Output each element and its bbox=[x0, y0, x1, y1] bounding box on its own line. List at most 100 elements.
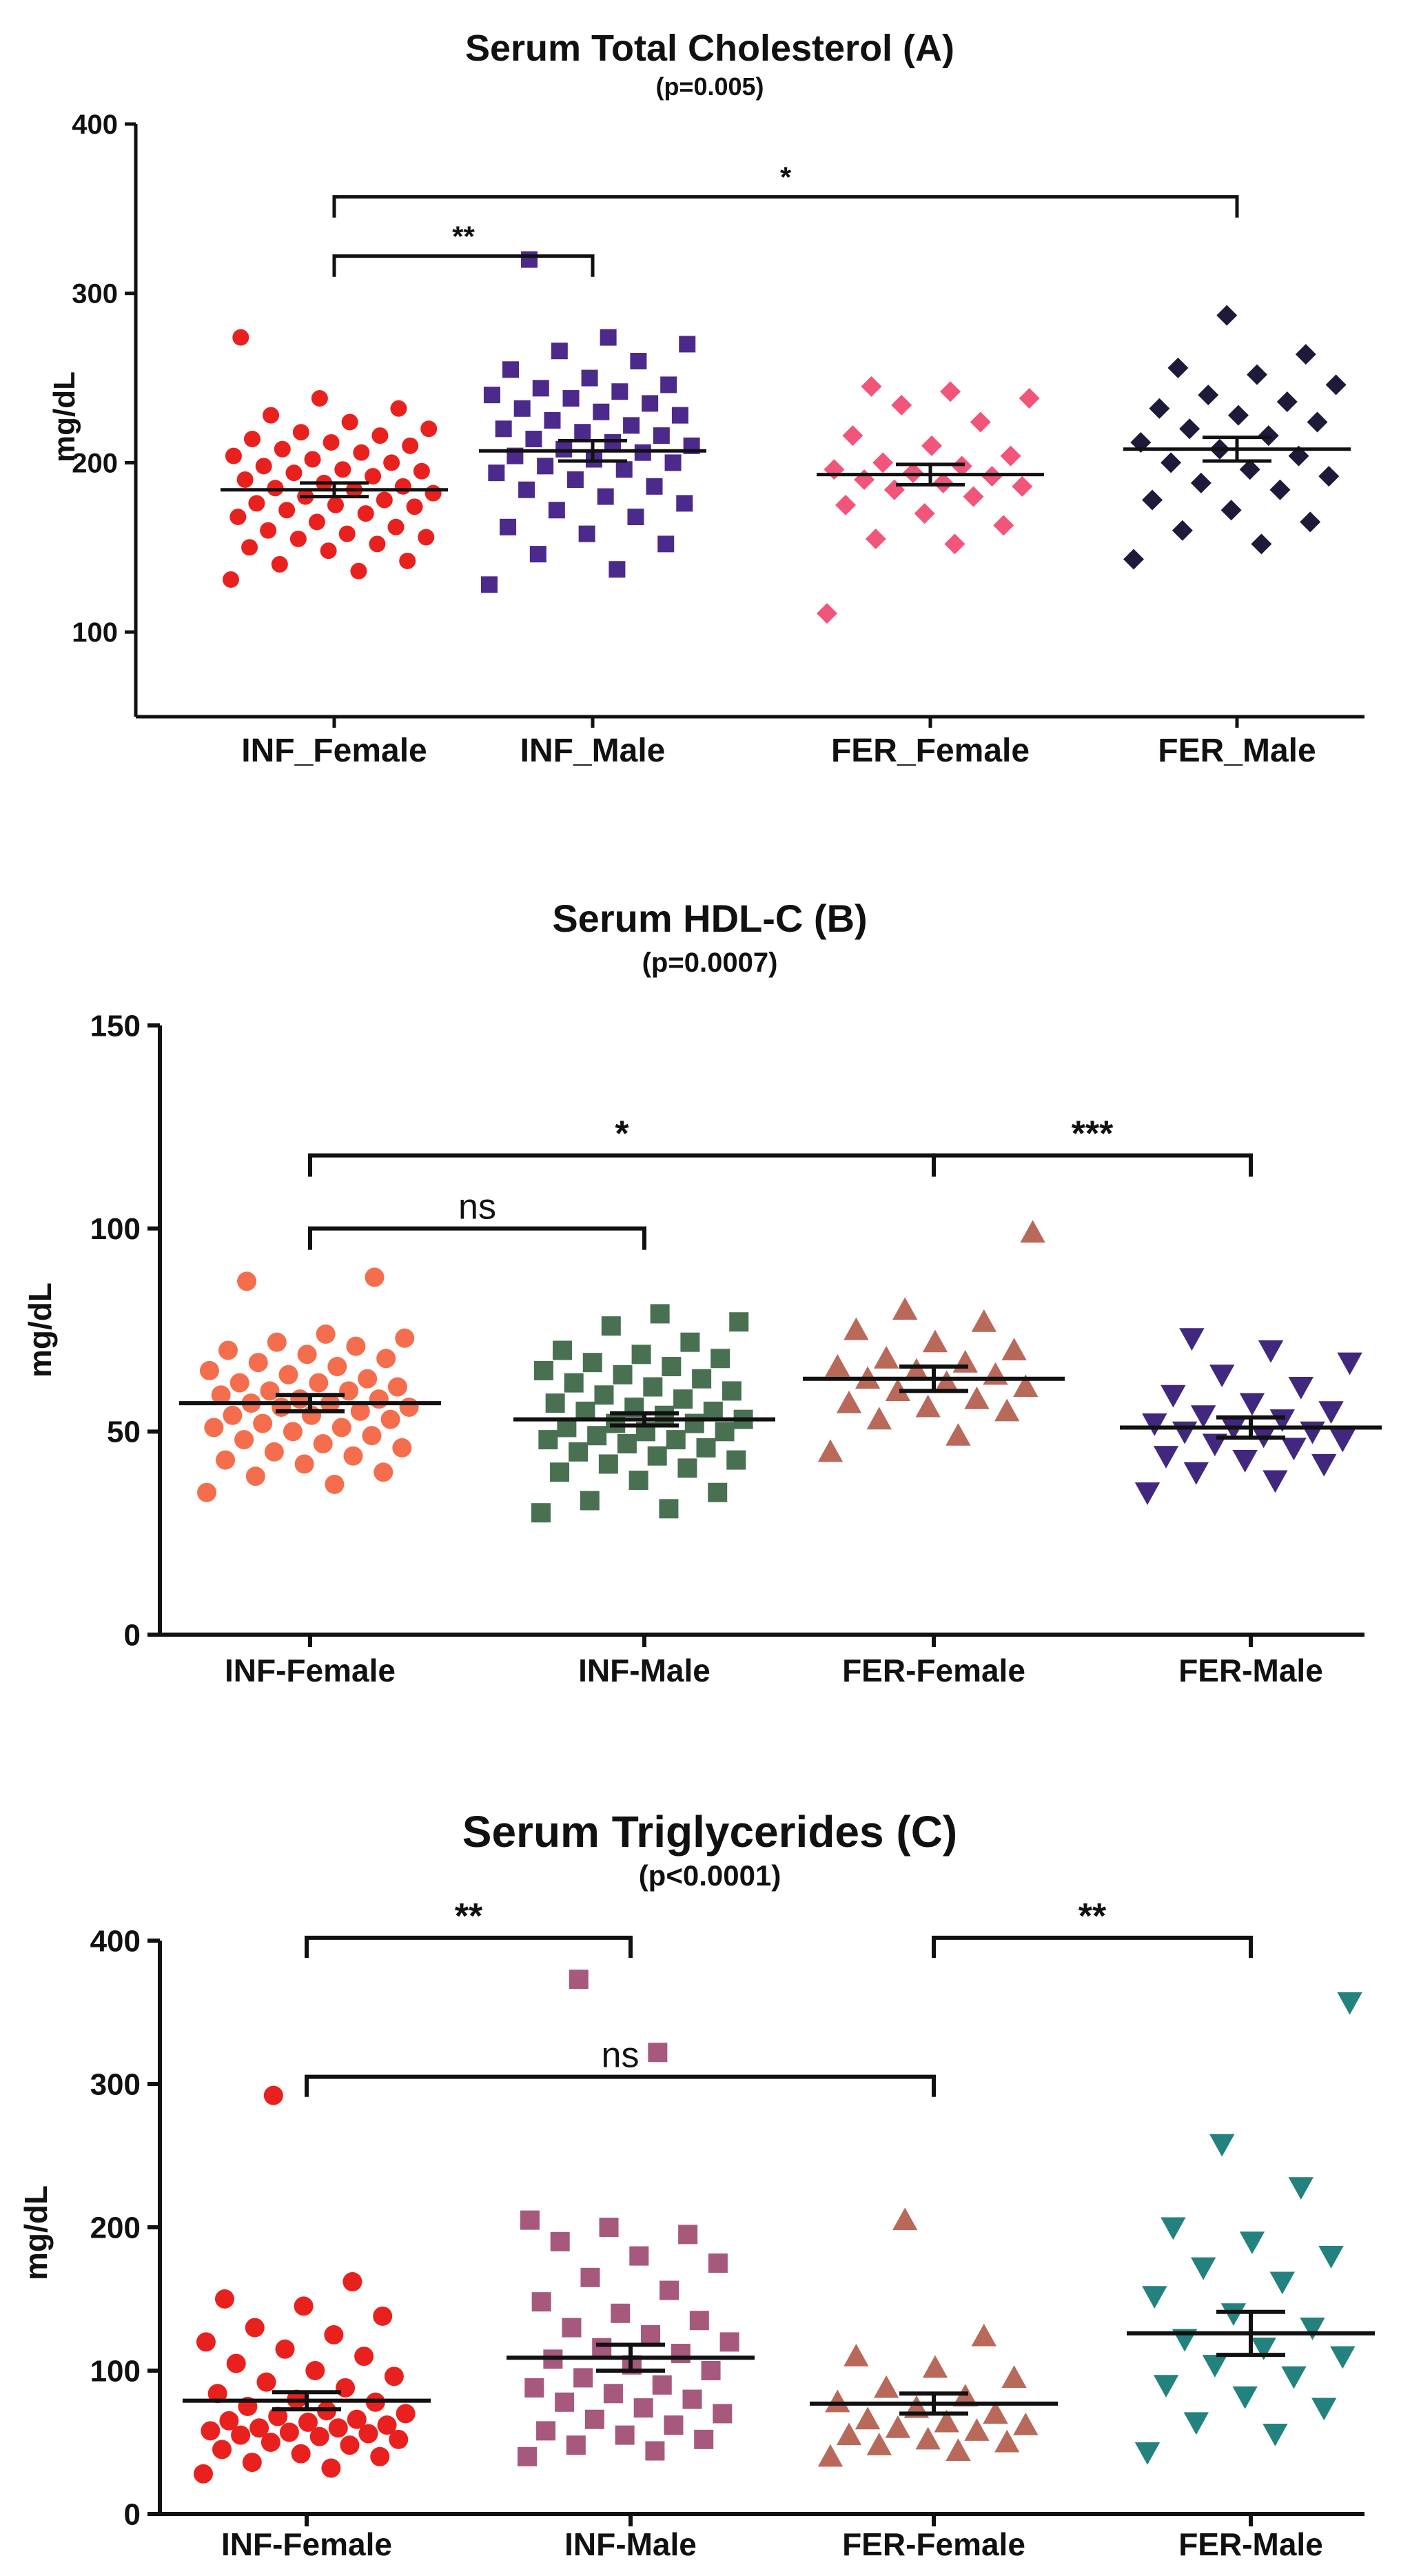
data-point bbox=[1227, 405, 1249, 426]
data-point bbox=[313, 1434, 333, 1454]
data-point bbox=[229, 509, 247, 526]
data-point bbox=[488, 464, 505, 482]
data-point bbox=[551, 343, 568, 360]
data-point bbox=[1179, 418, 1200, 440]
data-point bbox=[384, 2367, 404, 2386]
data-point bbox=[1239, 459, 1260, 480]
data-point bbox=[274, 440, 291, 458]
data-point bbox=[1220, 2303, 1247, 2326]
data-point bbox=[272, 1397, 292, 1417]
data-point bbox=[883, 479, 905, 500]
data-point bbox=[963, 486, 984, 507]
y-tick-label: 400 bbox=[72, 110, 118, 140]
data-point bbox=[726, 1450, 746, 1470]
data-point bbox=[562, 2318, 582, 2338]
data-point bbox=[650, 1304, 670, 1324]
data-point bbox=[1123, 549, 1144, 570]
data-point bbox=[358, 1369, 378, 1389]
data-point bbox=[1281, 2366, 1307, 2389]
data-point bbox=[279, 2422, 299, 2442]
data-point bbox=[520, 2210, 540, 2230]
data-point bbox=[376, 491, 393, 509]
data-point bbox=[231, 2425, 251, 2445]
data-point bbox=[289, 531, 307, 547]
data-point bbox=[256, 2372, 276, 2392]
data-point bbox=[214, 2289, 234, 2309]
data-point bbox=[292, 424, 309, 441]
data-point bbox=[1209, 1364, 1235, 1388]
series-inf-female bbox=[183, 2085, 431, 2484]
data-point bbox=[689, 2311, 709, 2331]
data-point bbox=[1209, 2134, 1235, 2157]
data-point bbox=[194, 2464, 213, 2484]
data-point bbox=[365, 1267, 385, 1287]
data-point bbox=[285, 464, 303, 482]
data-point bbox=[513, 400, 531, 417]
data-point bbox=[611, 383, 628, 400]
chart-panel-c: Serum Triglycerides (C)(p<0.0001) 0 100 200… bbox=[18, 1807, 1375, 2562]
data-point bbox=[1288, 1376, 1313, 1400]
data-point bbox=[854, 469, 875, 490]
data-point bbox=[500, 518, 517, 535]
data-point bbox=[580, 2267, 600, 2287]
chart-panel-b: Serum HDL-C (B) (p=0.0007) 0 50 100 150 mg/dL I… bbox=[22, 897, 1382, 1688]
y-tick-label: 400 bbox=[90, 1924, 141, 1958]
data-point bbox=[387, 518, 405, 535]
data-point bbox=[1232, 1450, 1258, 1473]
data-point bbox=[290, 1389, 310, 1409]
x-category-label: INF-Female bbox=[221, 2526, 392, 2562]
x-category-label: FER-Male bbox=[1178, 2526, 1323, 2562]
data-point bbox=[1190, 472, 1212, 493]
x-category-label: INF-Male bbox=[564, 2526, 697, 2562]
data-point bbox=[594, 1385, 614, 1405]
data-point bbox=[994, 1398, 1020, 1422]
significance-label: ** bbox=[455, 1897, 483, 1936]
data-point bbox=[671, 2344, 691, 2364]
series-fer-male bbox=[1127, 1992, 1375, 2465]
data-point bbox=[339, 1381, 359, 1401]
data-point bbox=[569, 1442, 589, 1462]
data-point bbox=[392, 1438, 412, 1458]
data-point bbox=[1262, 2423, 1288, 2446]
data-point bbox=[533, 1360, 553, 1380]
data-point bbox=[1300, 511, 1321, 533]
y-axis-label: mg/dL bbox=[18, 2185, 54, 2280]
data-point bbox=[885, 2415, 911, 2438]
data-point bbox=[872, 452, 894, 473]
data-point bbox=[1013, 1374, 1039, 1398]
data-point bbox=[1161, 452, 1182, 473]
data-point bbox=[334, 461, 351, 478]
y-tick-label: 100 bbox=[90, 1212, 141, 1246]
data-point bbox=[617, 1434, 637, 1454]
data-point bbox=[1281, 1438, 1307, 1461]
data-point bbox=[664, 454, 682, 471]
data-point bbox=[531, 2292, 551, 2312]
x-category-label: FER-Male bbox=[1178, 1653, 1323, 1688]
data-point bbox=[1295, 344, 1316, 365]
data-point bbox=[580, 1491, 600, 1511]
x-category-label: INF-Female bbox=[225, 1653, 396, 1688]
significance-bracket bbox=[305, 2074, 936, 2097]
data-point bbox=[1318, 2246, 1344, 2269]
data-point bbox=[555, 2392, 575, 2412]
data-point bbox=[1183, 2412, 1209, 2435]
data-point bbox=[406, 498, 423, 515]
data-point bbox=[218, 1340, 238, 1360]
data-point bbox=[532, 380, 549, 397]
data-point bbox=[248, 495, 265, 512]
data-point bbox=[316, 1324, 336, 1344]
data-point bbox=[582, 1353, 602, 1373]
data-point bbox=[817, 1439, 844, 1462]
data-point bbox=[369, 1389, 389, 1409]
data-point bbox=[611, 2303, 631, 2323]
data-point bbox=[934, 1370, 959, 1393]
data-point bbox=[1300, 2318, 1325, 2340]
data-point bbox=[648, 2043, 668, 2063]
data-point bbox=[647, 1446, 667, 1466]
data-point bbox=[271, 555, 288, 573]
data-point bbox=[338, 525, 356, 542]
data-point bbox=[866, 2432, 892, 2455]
data-point bbox=[677, 1458, 697, 1478]
data-point bbox=[944, 533, 965, 555]
